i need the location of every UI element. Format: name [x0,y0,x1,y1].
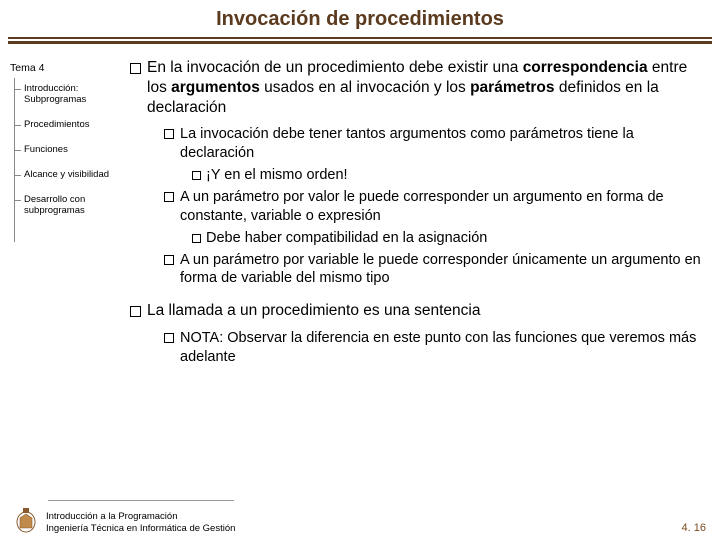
sidebar-item-intro: Introducción: Subprogramas [16,84,124,106]
bullet-text: A un parámetro por valor le puede corres… [180,188,710,226]
bullet-sub-4: NOTA: Observar la diferencia en este pun… [164,329,710,367]
footer-left: Introducción a la Programación Ingenierí… [14,504,235,534]
bullet-icon [164,255,174,265]
footer-rule [48,500,234,501]
footer-text: Introducción a la Programación Ingenierí… [46,511,235,534]
sidebar-items: Introducción: Subprogramas Procedimiento… [8,84,124,216]
sidebar-tree-line [14,78,15,242]
university-logo-icon [14,504,38,534]
footer-line1: Introducción a la Programación [46,511,235,522]
bullet-text: NOTA: Observar la diferencia en este pun… [180,329,710,367]
bullet-icon [164,192,174,202]
bullet-text: ¡Y en el mismo orden! [206,166,348,185]
title-bar: Invocación de procedimientos [0,0,720,35]
bullet-text: La llamada a un procedimiento es una sen… [147,301,480,321]
bullet-icon [164,129,174,139]
content: En la invocación de un procedimiento deb… [124,58,710,370]
bullet-icon [164,333,174,343]
page-number: 4. 16 [682,522,706,534]
footer: Introducción a la Programación Ingenierí… [0,500,720,534]
bullet-text: A un parámetro por variable le puede cor… [180,251,710,289]
bullet-text: La invocación debe tener tantos argument… [180,125,710,163]
bullet-icon [192,171,201,180]
bullet-text: En la invocación de un procedimiento deb… [147,58,710,117]
footer-line2: Ingeniería Técnica en Informática de Ges… [46,523,235,534]
bullet-sub-2: A un parámetro por valor le puede corres… [164,188,710,226]
sidebar: Tema 4 Introducción: Subprogramas Proced… [8,58,124,370]
bullet-main-1: En la invocación de un procedimiento deb… [130,58,710,117]
bullet-icon [130,306,141,317]
sidebar-item-procedimientos: Procedimientos [16,120,124,131]
bullet-subsub-1: ¡Y en el mismo orden! [192,166,710,185]
bullet-subsub-2: Debe haber compatibilidad en la asignaci… [192,229,710,248]
sidebar-item-desarrollo: Desarrollo con subprogramas [16,195,124,217]
bullet-icon [192,234,201,243]
bullet-icon [130,63,141,74]
sidebar-root: Tema 4 [8,62,124,74]
sidebar-item-funciones: Funciones [16,145,124,156]
title-rule-thin [8,37,712,39]
sidebar-item-alcance: Alcance y visibilidad [16,170,124,181]
bullet-text: Debe haber compatibilidad en la asignaci… [206,229,487,248]
bullet-main-2: La llamada a un procedimiento es una sen… [130,301,710,321]
bullet-sub-1: La invocación debe tener tantos argument… [164,125,710,163]
main-area: Tema 4 Introducción: Subprogramas Proced… [0,44,720,370]
bullet-sub-3: A un parámetro por variable le puede cor… [164,251,710,289]
page-title: Invocación de procedimientos [0,8,720,31]
